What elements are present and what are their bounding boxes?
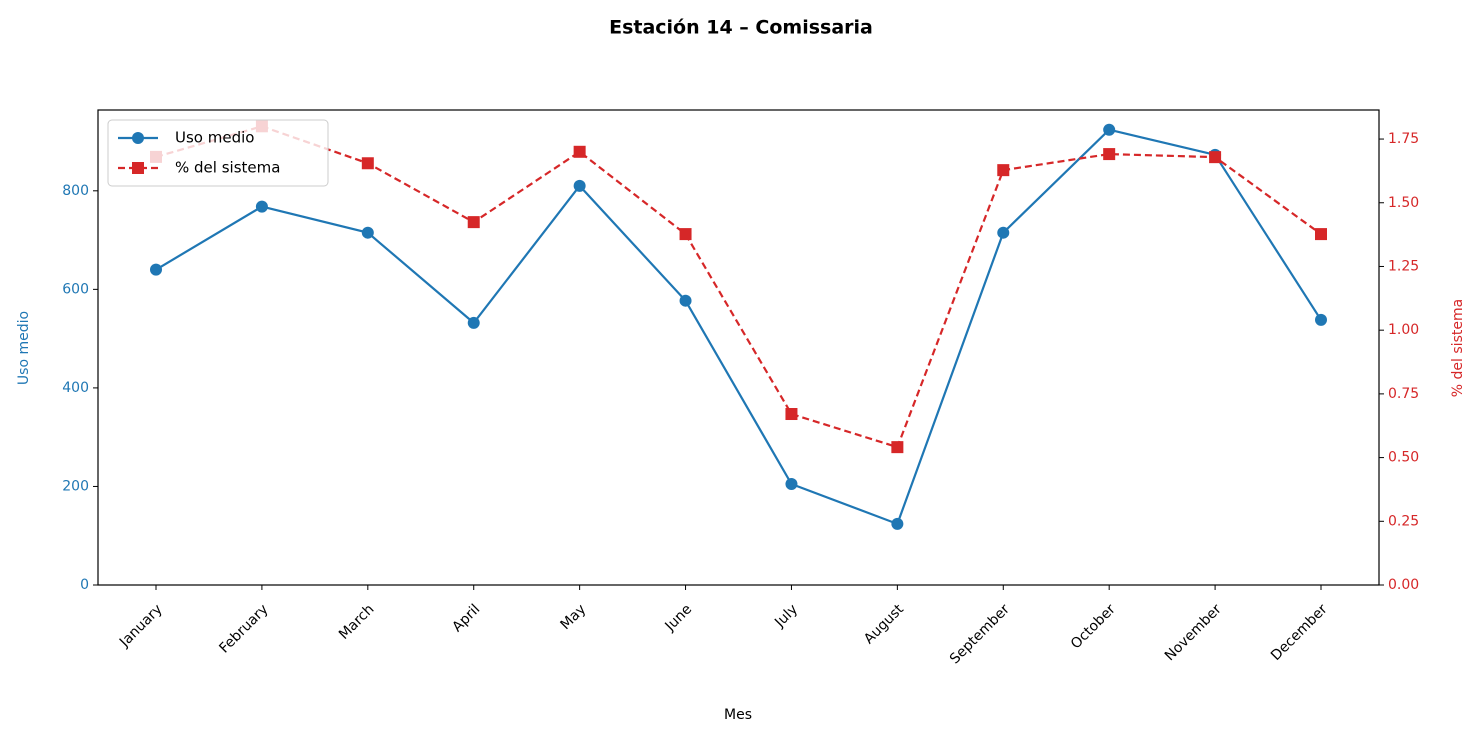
x-tick-label: February [216, 601, 271, 656]
legend-label: Uso medio [175, 129, 254, 147]
chart-title: Estación 14 – Comissaria [609, 17, 873, 39]
point [1315, 313, 1327, 326]
y2-tick-label: 1.25 [1388, 258, 1419, 274]
point [679, 294, 692, 307]
x-tick-label: April [449, 601, 483, 635]
point [891, 517, 904, 530]
x-tick-label: May [558, 601, 590, 633]
x-tick-label: July [771, 601, 801, 631]
legend-label: % del sistema [175, 159, 280, 177]
legend-marker [132, 162, 144, 174]
y2-tick-label: 1.50 [1388, 195, 1419, 211]
y-axis-label: Uso medio [16, 311, 32, 385]
x-tick-label: August [861, 601, 907, 647]
point [1315, 228, 1327, 241]
point [467, 316, 480, 329]
x-tick-label: March [336, 601, 377, 642]
y-tick-label: 800 [62, 183, 89, 199]
point [891, 441, 904, 454]
point [573, 145, 586, 158]
point [255, 200, 268, 213]
legend-marker [132, 132, 144, 144]
point [361, 157, 374, 170]
y-tick-label: 200 [62, 478, 89, 494]
x-tick-label: November [1162, 601, 1225, 664]
point [1103, 123, 1116, 136]
point [785, 477, 798, 490]
y2-tick-label: 1.75 [1388, 131, 1419, 147]
y2-tick-label: 0.25 [1388, 513, 1419, 529]
legend-box [107, 119, 329, 187]
x-tick-label: September [947, 601, 1013, 667]
point [1209, 151, 1222, 164]
point [573, 179, 586, 192]
point [467, 216, 480, 229]
point [785, 408, 798, 421]
plot-frame [97, 109, 1380, 586]
point [361, 226, 374, 239]
point [1103, 148, 1116, 161]
y2-tick-label: 0.50 [1388, 450, 1419, 466]
point [150, 263, 162, 276]
series-line [155, 125, 1322, 449]
x-tick-label: October [1068, 601, 1119, 652]
y2-tick-label: 0.00 [1388, 577, 1419, 593]
y2-axis-label: % del sistema [1450, 299, 1466, 397]
x-tick-label: December [1268, 601, 1331, 664]
y-tick-label: 0 [80, 577, 89, 593]
point [997, 226, 1010, 239]
y-tick-label: 400 [62, 380, 89, 396]
x-tick-label: June [662, 601, 696, 635]
y2-tick-label: 0.75 [1388, 386, 1419, 402]
point [679, 228, 692, 241]
x-tick-label: January [116, 601, 166, 651]
point [997, 164, 1010, 177]
y2-tick-label: 1.00 [1388, 322, 1419, 338]
series-line [155, 128, 1322, 526]
x-axis-label: Mes [724, 707, 752, 723]
y-tick-label: 600 [62, 281, 89, 297]
